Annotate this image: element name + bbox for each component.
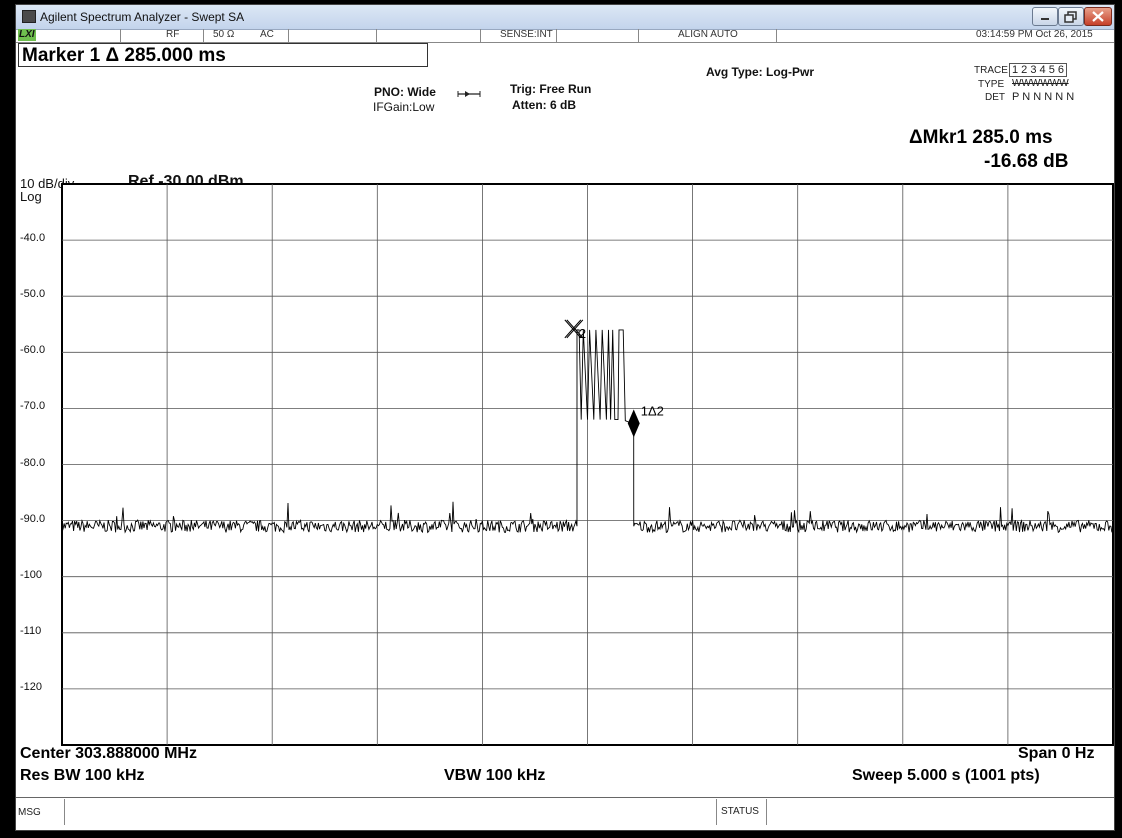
marker-readout: Marker 1 Δ 285.000 ms bbox=[22, 45, 226, 66]
grid bbox=[62, 184, 1113, 745]
scale-per-div: 10 dB/div bbox=[20, 176, 75, 191]
trigger-arrow-icon bbox=[457, 91, 481, 97]
y-tick-label: -100 bbox=[20, 568, 43, 581]
trace-plot[interactable]: 2 1Δ2 bbox=[61, 183, 1114, 746]
instrument-status-row: LXI RF 50 Ω AC SENSE:INT ALIGN AUTO 03:1… bbox=[16, 29, 1114, 43]
minimize-icon bbox=[1041, 18, 1049, 20]
rf-indicator: RF bbox=[166, 29, 180, 40]
impedance-indicator: 50 Ω bbox=[213, 29, 235, 40]
y-tick-label: -70.0 bbox=[20, 400, 46, 413]
marker-readout-box[interactable]: Marker 1 Δ 285.000 ms bbox=[18, 43, 428, 67]
type-label: TYPE bbox=[978, 79, 1005, 90]
message-area: MSG bbox=[16, 799, 65, 825]
trigger-setting: Trig: Free Run bbox=[510, 82, 592, 96]
marker-1-label: 1Δ2 bbox=[641, 403, 664, 418]
y-tick-label: -40.0 bbox=[20, 232, 46, 245]
status-label: STATUS bbox=[721, 806, 759, 817]
msg-label: MSG bbox=[18, 807, 41, 818]
analyzer-window: Agilent Spectrum Analyzer - Swept SA LXI… bbox=[15, 4, 1115, 831]
det-values: P N N N N N bbox=[1012, 91, 1075, 103]
trace-values[interactable]: 1 2 3 4 5 6 bbox=[1009, 63, 1067, 77]
restore-button[interactable] bbox=[1058, 7, 1084, 26]
sweep-time: Sweep 5.000 s (1001 pts) bbox=[852, 767, 1040, 784]
bottom-status-bar bbox=[16, 797, 1114, 831]
restore-icon bbox=[1064, 11, 1077, 23]
avg-type-setting: Avg Type: Log-Pwr bbox=[706, 65, 814, 79]
span: Span 0 Hz bbox=[1018, 745, 1095, 762]
y-tick-label: -120 bbox=[20, 680, 43, 693]
atten-setting: Atten: 6 dB bbox=[512, 98, 576, 112]
pno-setting: PNO: Wide bbox=[374, 85, 436, 99]
align-indicator: ALIGN AUTO bbox=[678, 29, 738, 40]
y-tick-label: -110 bbox=[20, 624, 42, 637]
timestamp: 03:14:59 PM Oct 26, 2015 bbox=[976, 29, 1093, 40]
y-tick-label: -80.0 bbox=[20, 456, 46, 469]
ifgain-setting: IFGain:Low bbox=[373, 100, 435, 114]
log-scale-label: Log bbox=[20, 189, 42, 204]
sense-indicator: SENSE:INT bbox=[500, 29, 553, 40]
title-bar: Agilent Spectrum Analyzer - Swept SA bbox=[16, 5, 1114, 30]
y-tick-label: -60.0 bbox=[20, 344, 46, 357]
trace-1-line bbox=[61, 329, 1114, 534]
window-title: Agilent Spectrum Analyzer - Swept SA bbox=[40, 10, 245, 24]
close-button[interactable] bbox=[1084, 7, 1112, 26]
lxi-badge: LXI bbox=[18, 29, 36, 41]
marker-2-label: 2 bbox=[579, 326, 586, 341]
close-icon bbox=[1092, 11, 1104, 22]
app-icon bbox=[22, 10, 36, 23]
center-frequency: Center 303.888000 MHz bbox=[20, 745, 197, 762]
minimize-button[interactable] bbox=[1032, 7, 1058, 26]
y-tick-label: -50.0 bbox=[20, 288, 46, 301]
y-tick-label: -90.0 bbox=[20, 512, 46, 525]
marker-1[interactable]: 1Δ2 bbox=[627, 403, 664, 438]
delta-marker-level: -16.68 dB bbox=[984, 151, 1069, 172]
det-label: DET bbox=[985, 92, 1005, 103]
marker-2-symbol bbox=[564, 319, 584, 339]
marker-2[interactable]: 2 bbox=[564, 319, 586, 341]
vbw: VBW 100 kHz bbox=[444, 767, 546, 784]
res-bw: Res BW 100 kHz bbox=[20, 767, 145, 784]
delta-marker-time: ΔMkr1 285.0 ms bbox=[909, 127, 1053, 148]
coupling-indicator: AC bbox=[260, 29, 274, 40]
type-values: WWWWWW bbox=[1012, 78, 1069, 89]
trace-label: TRACE bbox=[974, 65, 1008, 76]
marker-1-diamond bbox=[627, 409, 640, 438]
